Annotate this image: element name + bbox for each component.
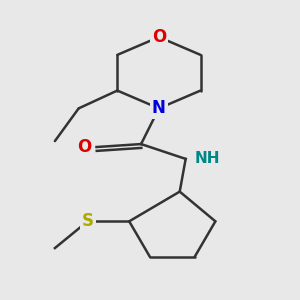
- Text: S: S: [82, 212, 94, 230]
- Text: O: O: [152, 28, 166, 46]
- Text: NH: NH: [195, 152, 220, 166]
- Text: N: N: [152, 99, 166, 117]
- Text: O: O: [77, 138, 92, 156]
